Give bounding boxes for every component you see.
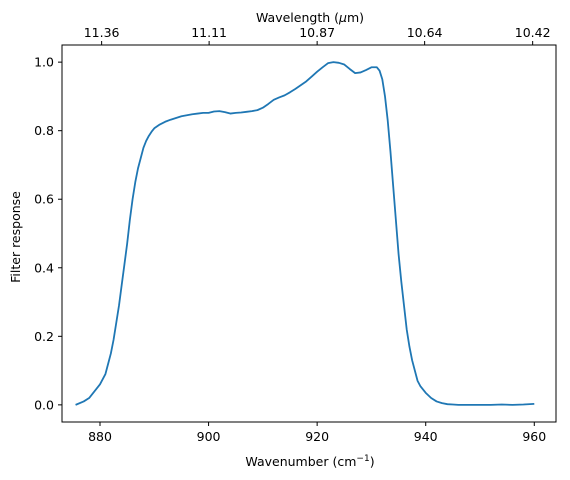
x-axis-ticks: 880 900 920 940 960 bbox=[88, 422, 546, 444]
top-tick-label: 11.11 bbox=[191, 25, 227, 40]
top-axis-label: Wavelength (μm) bbox=[256, 10, 364, 25]
x-tick-label: 880 bbox=[88, 429, 112, 444]
y-tick-label: 0.0 bbox=[34, 397, 54, 412]
y-tick-label: 0.4 bbox=[34, 260, 54, 275]
top-tick-label: 10.42 bbox=[515, 25, 551, 40]
y-axis-label: Filter response bbox=[8, 191, 23, 283]
series-line bbox=[75, 61, 535, 406]
top-axis-ticks: 11.36 11.11 10.87 10.64 10.42 bbox=[84, 25, 551, 45]
y-tick-label: 0.2 bbox=[34, 329, 54, 344]
plot-area bbox=[61, 44, 557, 423]
x-tick-label: 900 bbox=[197, 429, 221, 444]
top-tick-label: 11.36 bbox=[84, 25, 120, 40]
y-tick-label: 0.8 bbox=[34, 123, 54, 138]
top-tick-label: 10.64 bbox=[407, 25, 443, 40]
x-axis-label: Wavenumber (cm−1) bbox=[245, 454, 374, 469]
y-tick-label: 1.0 bbox=[34, 55, 54, 70]
x-tick-label: 940 bbox=[414, 429, 438, 444]
y-tick-label: 0.6 bbox=[34, 192, 54, 207]
plot-frame bbox=[61, 44, 557, 423]
x-tick-label: 920 bbox=[305, 429, 329, 444]
top-tick-label: 10.87 bbox=[299, 25, 335, 40]
x-tick-label: 960 bbox=[522, 429, 546, 444]
y-axis-ticks: 0.0 0.2 0.4 0.6 0.8 1.0 bbox=[34, 55, 62, 412]
